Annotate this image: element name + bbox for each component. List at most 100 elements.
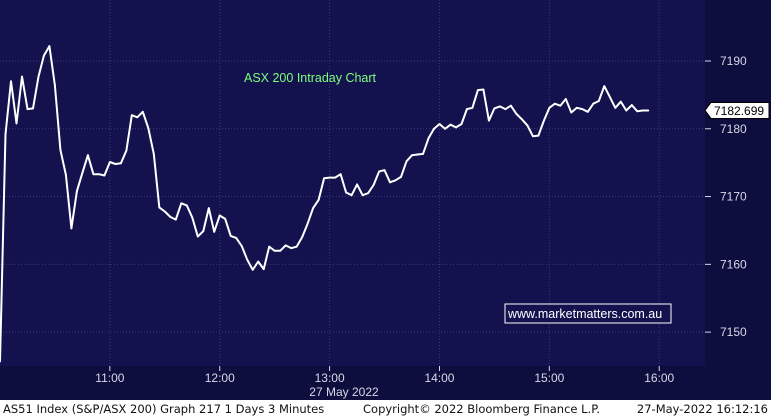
- data-point: [185, 204, 188, 207]
- data-point: [444, 127, 446, 130]
- footer-bar: [0, 400, 771, 418]
- data-point: [455, 126, 457, 129]
- x-tick-label: 16:00: [644, 371, 674, 385]
- data-point: [26, 108, 29, 110]
- data-point: [400, 176, 402, 178]
- data-point: [306, 222, 309, 225]
- data-point: [130, 114, 133, 117]
- data-point: [246, 258, 249, 261]
- data-point: [174, 218, 177, 221]
- data-point: [488, 119, 490, 122]
- footer-timestamp: 27-May-2022 16:12:16: [637, 402, 768, 416]
- data-point: [328, 176, 331, 179]
- data-point: [136, 116, 139, 119]
- data-point: [76, 190, 78, 193]
- data-point: [109, 161, 111, 163]
- data-point: [581, 108, 584, 110]
- data-point: [389, 181, 391, 184]
- data-point: [37, 75, 40, 78]
- data-point: [147, 127, 150, 129]
- data-point: [125, 149, 128, 152]
- data-point: [597, 100, 600, 102]
- data-point: [575, 106, 578, 109]
- data-points: [0, 45, 650, 363]
- data-point: [323, 177, 325, 180]
- data-point: [141, 110, 144, 113]
- data-point: [279, 249, 282, 252]
- data-point: [54, 84, 56, 87]
- data-point: [532, 135, 534, 138]
- data-point: [543, 119, 545, 122]
- data-point: [48, 45, 51, 47]
- x-tick-label: 15:00: [534, 371, 564, 385]
- y-tick-label: 7150: [720, 325, 747, 339]
- data-point: [32, 107, 34, 110]
- data-point: [273, 249, 276, 252]
- data-point: [372, 184, 375, 186]
- data-point: [477, 89, 479, 91]
- data-point: [21, 75, 23, 78]
- footer-series-info: AS51 Index (S&P/ASX 200) Graph 217 1 Day…: [3, 402, 324, 416]
- data-point: [262, 268, 265, 270]
- data-point: [449, 123, 452, 126]
- data-point: [499, 105, 501, 108]
- data-point: [163, 210, 166, 213]
- y-axis-ticks: 7150 7160 7170 7180 7190: [705, 54, 747, 339]
- data-point: [87, 154, 89, 157]
- data-point: [564, 98, 567, 100]
- data-point: [15, 122, 18, 125]
- data-point: [70, 227, 73, 230]
- data-point: [427, 137, 430, 140]
- data-point: [438, 123, 441, 125]
- data-point: [317, 199, 320, 201]
- data-point: [394, 179, 397, 182]
- data-point: [608, 96, 611, 98]
- data-point: [224, 218, 227, 220]
- data-point: [207, 207, 210, 210]
- data-point: [59, 148, 62, 151]
- data-point: [625, 109, 628, 112]
- data-point: [43, 54, 45, 57]
- data-point: [422, 153, 424, 155]
- data-point: [515, 113, 518, 115]
- data-point: [81, 171, 84, 174]
- data-point: [537, 134, 540, 137]
- data-point: [471, 106, 474, 109]
- last-value-marker: 7182.699: [704, 101, 770, 119]
- data-point: [460, 123, 463, 125]
- data-point: [466, 108, 468, 110]
- axis-corner: [705, 366, 771, 400]
- data-point: [312, 207, 314, 210]
- data-point: [356, 183, 358, 186]
- x-tick-label: 12:00: [205, 371, 235, 385]
- watermark: www.marketmatters.com.au: [504, 303, 672, 324]
- data-point: [0, 360, 1, 363]
- data-point: [361, 194, 364, 197]
- last-value-label: 7182.699: [714, 104, 764, 118]
- y-tick-label: 7170: [720, 190, 747, 204]
- data-point: [268, 245, 271, 248]
- data-point: [257, 260, 260, 263]
- data-point: [493, 107, 496, 110]
- data-point: [526, 124, 529, 127]
- gridlines: [0, 0, 705, 366]
- data-point: [630, 104, 633, 106]
- data-point: [570, 111, 573, 114]
- data-point: [213, 230, 216, 233]
- data-point: [196, 235, 199, 238]
- data-point: [433, 127, 435, 130]
- watermark-box: [504, 303, 672, 324]
- data-point: [592, 102, 595, 105]
- data-point: [641, 109, 644, 112]
- x-tick-label: 14:00: [424, 371, 454, 385]
- data-point: [229, 235, 232, 237]
- data-point: [10, 80, 12, 83]
- y-tick-label: 7180: [720, 122, 747, 136]
- data-point: [559, 104, 562, 107]
- y-axis-panel: [705, 0, 771, 366]
- data-point: [405, 160, 408, 163]
- data-point: [586, 110, 589, 113]
- data-point: [504, 108, 507, 110]
